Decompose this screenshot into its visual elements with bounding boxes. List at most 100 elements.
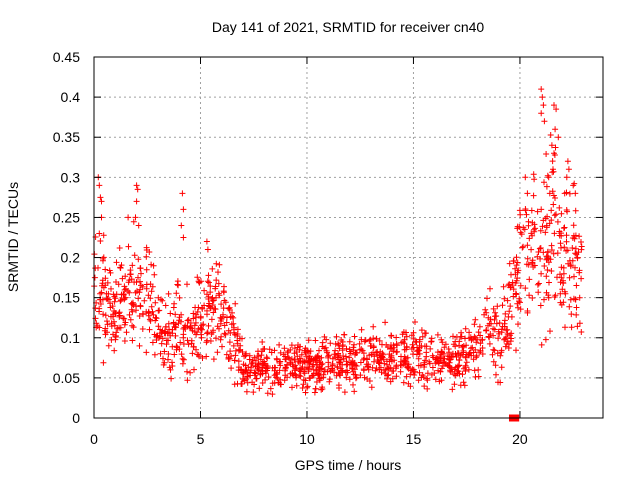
data-point	[569, 245, 576, 251]
data-point	[228, 353, 235, 359]
data-point	[569, 235, 576, 241]
data-point	[326, 376, 333, 383]
data-point	[329, 367, 336, 374]
data-point	[578, 329, 585, 335]
data-point	[111, 347, 118, 354]
data-point	[484, 295, 490, 302]
data-point	[418, 327, 425, 334]
data-point	[290, 363, 297, 370]
data-point	[336, 385, 342, 391]
data-point	[321, 333, 328, 340]
chart-title: Day 141 of 2021, SRMTID for receiver cn4…	[212, 19, 485, 35]
data-point	[403, 373, 410, 380]
data-point	[336, 356, 342, 363]
data-point	[552, 292, 559, 299]
data-point	[135, 256, 142, 263]
data-point	[316, 347, 322, 354]
data-point	[226, 339, 233, 346]
data-point	[149, 339, 156, 346]
data-point	[560, 264, 567, 271]
data-point	[477, 347, 484, 354]
data-point	[517, 299, 523, 306]
data-point	[517, 211, 524, 218]
data-point	[211, 305, 218, 312]
data-point	[523, 261, 530, 268]
data-point	[341, 331, 348, 338]
data-point	[526, 292, 533, 299]
data-point	[176, 346, 183, 353]
data-point	[245, 364, 252, 371]
data-point	[197, 314, 204, 321]
data-point	[519, 244, 526, 251]
data-point	[421, 361, 428, 368]
y-tick-label: 0.45	[53, 49, 80, 65]
data-point	[146, 249, 153, 255]
data-point	[293, 365, 300, 372]
data-point	[180, 356, 187, 363]
data-point	[118, 291, 125, 298]
data-point	[530, 171, 537, 178]
data-point	[393, 362, 400, 369]
data-point	[424, 385, 431, 392]
data-point	[137, 302, 144, 309]
data-point	[388, 352, 395, 359]
data-point	[162, 323, 169, 330]
data-point	[506, 308, 513, 315]
data-point	[226, 304, 233, 311]
data-point	[469, 344, 476, 351]
data-point	[225, 305, 232, 312]
data-point	[445, 346, 452, 352]
data-point	[528, 207, 535, 214]
data-point	[173, 290, 180, 297]
data-point	[230, 314, 237, 321]
data-point	[268, 349, 275, 356]
data-point	[207, 283, 214, 290]
data-point	[136, 342, 143, 349]
data-point	[208, 316, 215, 323]
data-point	[188, 337, 195, 344]
data-point	[544, 267, 551, 273]
data-point	[563, 174, 570, 181]
data-point	[499, 323, 506, 330]
data-point	[506, 260, 513, 267]
data-point	[196, 279, 203, 286]
data-point	[441, 344, 448, 351]
data-point	[200, 321, 207, 328]
data-point	[312, 385, 319, 392]
data-point	[500, 283, 507, 290]
data-point	[555, 134, 562, 141]
data-point	[385, 365, 391, 372]
data-point	[147, 295, 154, 302]
data-point	[529, 219, 536, 226]
data-point	[317, 359, 324, 366]
data-point	[557, 271, 563, 278]
data-point	[452, 372, 459, 379]
data-point	[578, 246, 585, 253]
data-point	[561, 224, 568, 231]
data-point	[292, 356, 299, 363]
data-point	[125, 279, 132, 286]
data-point	[318, 375, 325, 382]
data-point	[512, 290, 519, 297]
data-point	[132, 214, 139, 221]
data-point	[388, 332, 395, 339]
data-point	[561, 244, 568, 251]
data-point	[528, 246, 535, 253]
data-point	[343, 374, 350, 381]
data-point	[379, 350, 386, 357]
y-tick-label: 0.2	[61, 250, 81, 266]
data-point	[331, 351, 338, 358]
data-point	[475, 329, 482, 336]
data-point	[286, 355, 293, 362]
data-point	[148, 261, 155, 268]
data-point	[288, 342, 295, 349]
data-point	[393, 349, 400, 356]
data-point	[260, 362, 267, 369]
data-point	[570, 222, 577, 229]
data-point	[242, 352, 249, 359]
data-point	[333, 333, 340, 340]
data-point	[231, 329, 237, 336]
data-point	[535, 280, 542, 287]
data-point	[253, 357, 259, 364]
data-point	[232, 347, 239, 354]
